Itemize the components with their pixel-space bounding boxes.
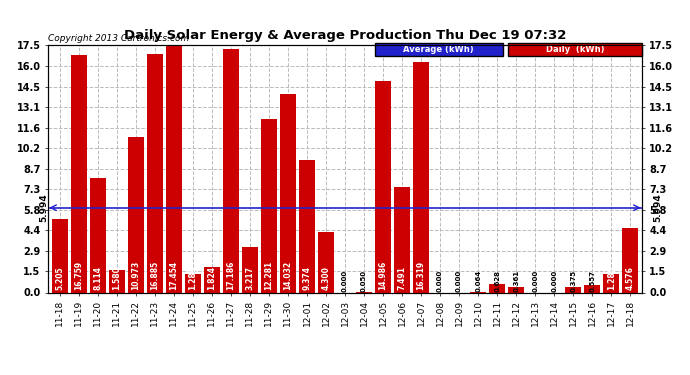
Bar — [241, 247, 258, 292]
Text: 0.361: 0.361 — [513, 270, 519, 292]
Text: 17.454: 17.454 — [169, 261, 178, 290]
Bar — [280, 94, 296, 292]
Text: 0.000: 0.000 — [342, 270, 348, 292]
Text: 0.557: 0.557 — [589, 270, 595, 292]
Bar — [508, 287, 524, 292]
Bar — [565, 287, 581, 292]
Text: 7.491: 7.491 — [397, 266, 406, 290]
Bar — [318, 232, 334, 292]
Bar — [603, 274, 620, 292]
Bar — [223, 50, 239, 292]
Text: 17.186: 17.186 — [226, 261, 235, 290]
Text: 5.994: 5.994 — [39, 194, 48, 222]
Text: 1.824: 1.824 — [208, 266, 217, 290]
Text: 0.375: 0.375 — [570, 270, 576, 292]
Text: 0.000: 0.000 — [437, 270, 443, 292]
Bar — [109, 270, 125, 292]
Text: 1.280: 1.280 — [607, 266, 615, 290]
Text: 10.973: 10.973 — [131, 261, 140, 290]
Text: 0.050: 0.050 — [361, 270, 367, 292]
Text: 14.032: 14.032 — [284, 261, 293, 290]
Text: 5.205: 5.205 — [55, 267, 64, 290]
Title: Daily Solar Energy & Average Production Thu Dec 19 07:32: Daily Solar Energy & Average Production … — [124, 30, 566, 42]
Text: 1.580: 1.580 — [112, 267, 121, 290]
Text: 0.064: 0.064 — [475, 270, 481, 292]
Bar — [584, 285, 600, 292]
Bar — [70, 56, 87, 292]
Bar — [90, 178, 106, 292]
Bar — [394, 186, 410, 292]
Text: 3.217: 3.217 — [246, 266, 255, 290]
Text: 12.281: 12.281 — [264, 261, 273, 290]
Text: Copyright 2013 Cartronics.com: Copyright 2013 Cartronics.com — [48, 33, 190, 42]
Text: 16.885: 16.885 — [150, 261, 159, 290]
Text: 0.000: 0.000 — [456, 270, 462, 292]
Text: 9.374: 9.374 — [302, 266, 311, 290]
Bar — [261, 119, 277, 292]
Text: 0.000: 0.000 — [532, 270, 538, 292]
Bar — [52, 219, 68, 292]
Bar — [128, 137, 144, 292]
Bar — [413, 62, 429, 292]
Text: 4.300: 4.300 — [322, 267, 331, 290]
Text: 4.576: 4.576 — [626, 267, 635, 290]
Text: 16.759: 16.759 — [75, 261, 83, 290]
Text: 0.000: 0.000 — [551, 270, 558, 292]
Bar — [375, 81, 391, 292]
Bar — [204, 267, 220, 292]
Bar — [489, 284, 505, 292]
Bar — [299, 160, 315, 292]
Bar — [147, 54, 163, 292]
Text: 8.114: 8.114 — [93, 266, 102, 290]
Text: 5.994: 5.994 — [653, 194, 662, 222]
Bar — [166, 46, 182, 292]
Bar — [622, 228, 638, 292]
Bar — [185, 274, 201, 292]
Text: 1.280: 1.280 — [188, 266, 197, 290]
Text: 0.628: 0.628 — [494, 270, 500, 292]
Text: 16.319: 16.319 — [417, 261, 426, 290]
Text: 14.986: 14.986 — [379, 261, 388, 290]
